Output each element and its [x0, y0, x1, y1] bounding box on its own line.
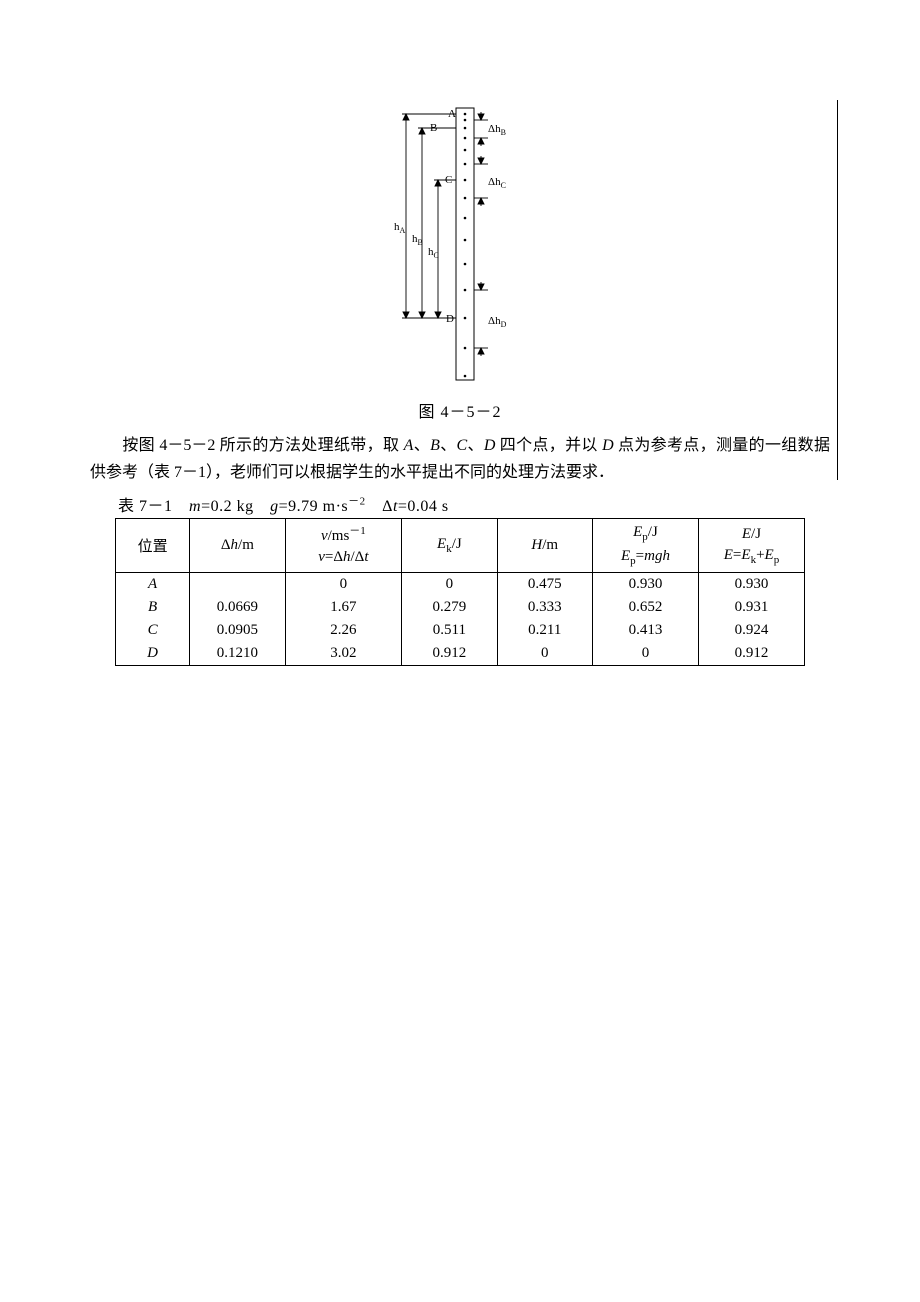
cell-pos: D: [116, 642, 190, 666]
hdr-ek: Ek/J: [402, 519, 497, 573]
cell-H: 0.475: [497, 573, 592, 597]
paragraph-1: 按图 4－5－2 所示的方法处理纸带，取 A、B、C、D 四个点，并以 D 点为…: [90, 432, 830, 486]
label-hA: hA: [394, 221, 406, 235]
label-D: D: [446, 313, 454, 325]
hdr-pos: 位置: [116, 519, 190, 573]
cell-ep: 0.930: [592, 573, 698, 597]
cell-H: 0.211: [497, 619, 592, 642]
cell-ep: 0.652: [592, 596, 698, 619]
hdr-ep: Ep/J Ep=mgh: [592, 519, 698, 573]
cell-pos: C: [116, 619, 190, 642]
cell-dh: 0.0669: [190, 596, 285, 619]
p1-C: C: [457, 437, 468, 454]
table-row: D 0.1210 3.02 0.912 0 0 0.912: [116, 642, 805, 666]
label-A: A: [448, 108, 456, 120]
table-row: B 0.0669 1.67 0.279 0.333 0.652 0.931: [116, 596, 805, 619]
label-C: C: [445, 174, 452, 186]
cell-H: 0: [497, 642, 592, 666]
cell-dh: 0.1210: [190, 642, 285, 666]
label-dhD: ΔhD: [488, 315, 507, 329]
cell-e: 0.912: [698, 642, 804, 666]
table-row: C 0.0905 2.26 0.511 0.211 0.413 0.924: [116, 619, 805, 642]
label-dhC: ΔhC: [488, 176, 506, 190]
cell-pos: B: [116, 596, 190, 619]
cell-ep: 0: [592, 642, 698, 666]
cell-dh: 0.0905: [190, 619, 285, 642]
hdr-H: H/m: [497, 519, 592, 573]
p1-D2: D: [602, 437, 614, 454]
p1b: 四个点，并以: [495, 437, 602, 454]
cell-e: 0.930: [698, 573, 804, 597]
page-divider-line: [837, 100, 838, 480]
p1-B: B: [430, 437, 440, 454]
label-B: B: [430, 122, 437, 134]
cell-pos: A: [116, 573, 190, 597]
label-dhB: ΔhB: [488, 123, 506, 137]
cell-e: 0.924: [698, 619, 804, 642]
cell-v: 3.02: [285, 642, 402, 666]
cell-v: 0: [285, 573, 402, 597]
cell-v: 1.67: [285, 596, 402, 619]
cell-ek: 0: [402, 573, 497, 597]
cell-ek: 0.511: [402, 619, 497, 642]
p1-D: D: [484, 437, 496, 454]
p1-A: A: [404, 437, 414, 454]
cell-H: 0.333: [497, 596, 592, 619]
cell-ek: 0.912: [402, 642, 497, 666]
hdr-v: v/ms－1 v=Δh/Δt: [285, 519, 402, 573]
table-caption: 表 7－1 m=0.2 kg g=9.79 m·s－2 Δt=0.04 s: [118, 492, 830, 516]
label-hB: hB: [412, 233, 423, 247]
label-hC: hC: [428, 246, 439, 260]
table-row: A 0 0 0.475 0.930 0.930: [116, 573, 805, 597]
cell-e: 0.931: [698, 596, 804, 619]
page-content: A B C D hA hB hC ΔhB ΔhC ΔhD 图 4－5－2 按图 …: [0, 0, 920, 666]
hdr-e: E/J E=Ek+Ep: [698, 519, 804, 573]
hdr-dh: Δh/m: [190, 519, 285, 573]
cell-ep: 0.413: [592, 619, 698, 642]
cell-v: 2.26: [285, 619, 402, 642]
tape-diagram: A B C D hA hB hC ΔhB ΔhC ΔhD: [90, 100, 830, 390]
table-body: A 0 0 0.475 0.930 0.930 B 0.0669 1.67 0.…: [116, 573, 805, 666]
p1a: 按图 4－5－2 所示的方法处理纸带，取: [122, 437, 404, 454]
tape-diagram-svg: A B C D hA hB hC ΔhB ΔhC ΔhD: [360, 100, 560, 390]
data-table: 位置 Δh/m v/ms－1 v=Δh/Δt Ek/J H/m Ep/J Ep=…: [115, 518, 805, 666]
cell-ek: 0.279: [402, 596, 497, 619]
cell-dh: [190, 573, 285, 597]
figure-caption: 图 4－5－2: [90, 398, 830, 422]
table-header-row: 位置 Δh/m v/ms－1 v=Δh/Δt Ek/J H/m Ep/J Ep=…: [116, 519, 805, 573]
